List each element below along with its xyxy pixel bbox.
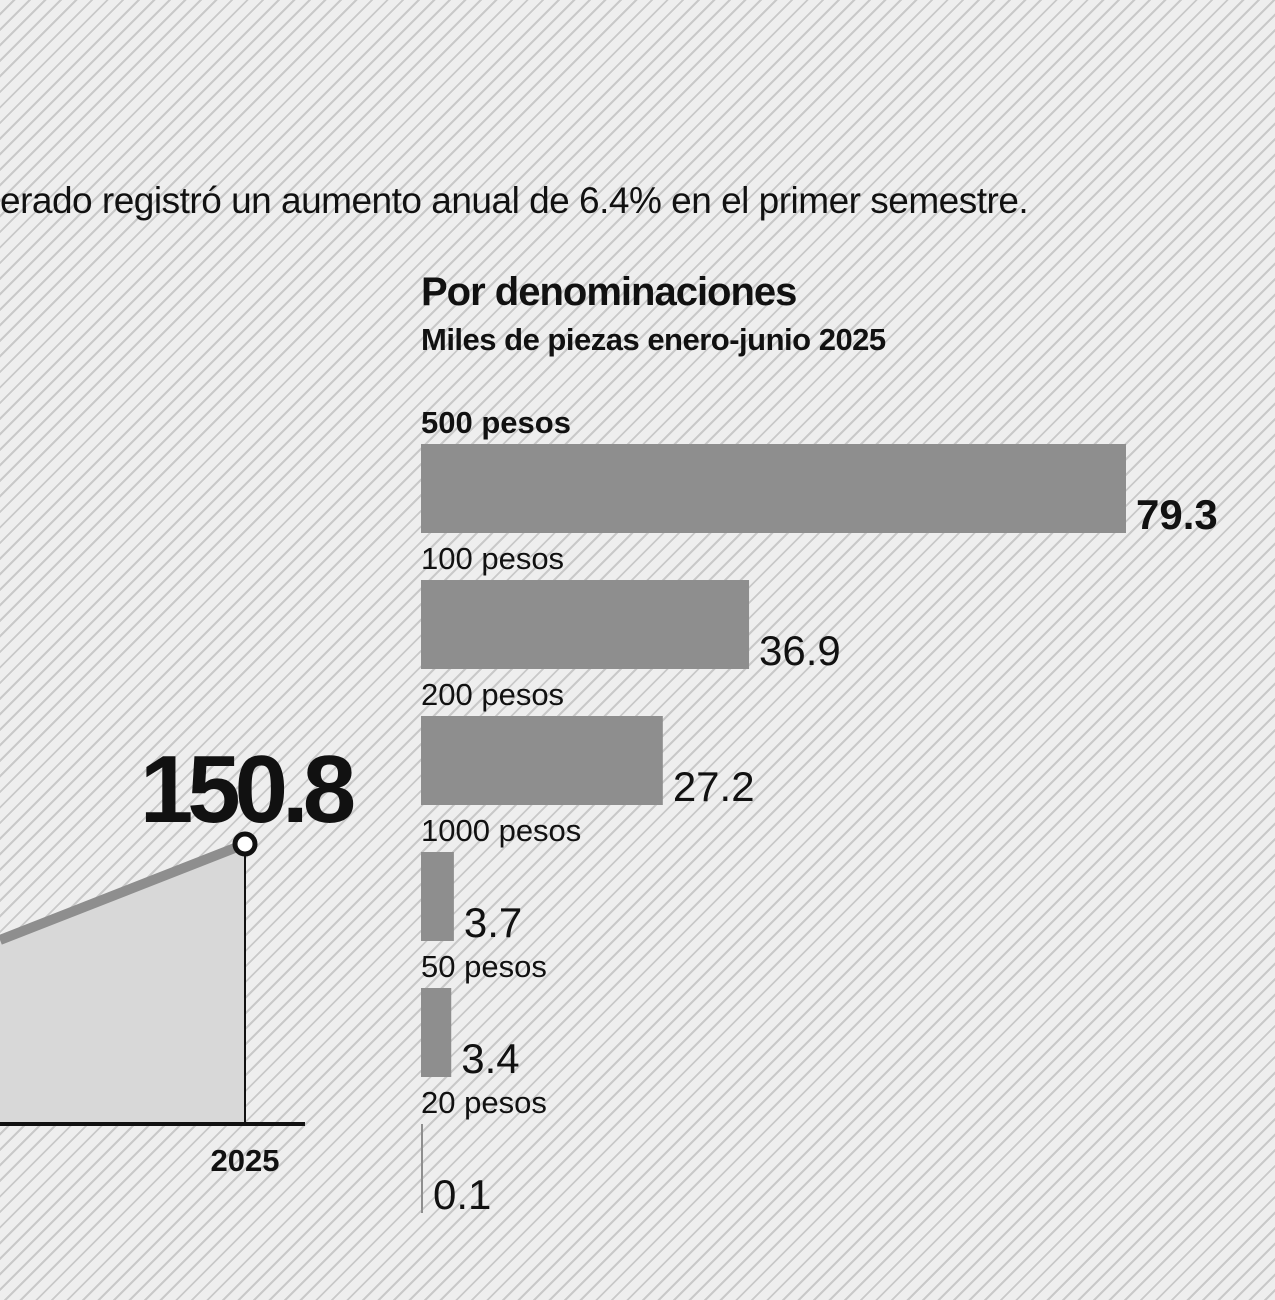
- bar-category-label: 1000 pesos: [421, 813, 581, 848]
- bar: [421, 716, 663, 805]
- bar: [421, 852, 454, 941]
- area-value-label: 150.8: [140, 736, 354, 843]
- chart-subtitle: Miles de piezas enero-junio 2025: [421, 322, 886, 357]
- bar: [421, 988, 452, 1077]
- intro-text: erado registró un aumento anual de 6.4% …: [0, 180, 1029, 221]
- bar-category-label: 50 pesos: [421, 949, 547, 984]
- bar: [421, 580, 750, 669]
- area-series-line: [0, 839, 247, 945]
- bar-value-label: 27.2: [673, 763, 755, 810]
- bar-category-label: 20 pesos: [421, 1085, 547, 1120]
- bar-category-label: 200 pesos: [421, 677, 564, 712]
- area-fill: [0, 844, 245, 1124]
- bar-value-label: 3.7: [464, 899, 522, 946]
- bar-value-label: 79.3: [1136, 491, 1218, 538]
- bar-value-label: 3.4: [461, 1035, 519, 1082]
- area-data-point: [232, 831, 258, 857]
- x-tick-label: 2025: [211, 1143, 280, 1178]
- bar-value-label: 36.9: [759, 627, 841, 674]
- bar-category-label: 500 pesos: [421, 405, 571, 440]
- bar: [421, 1124, 423, 1213]
- chart-title: Por denominaciones: [421, 270, 797, 314]
- bar-category-label: 100 pesos: [421, 541, 564, 576]
- bar-chart: 500 pesos 79.3 100 pesos 36.9 200 pesos 27.2 1…: [421, 405, 1218, 1218]
- bar-value-label: 0.1: [433, 1171, 491, 1218]
- area-chart: 150.8 2025: [0, 736, 360, 1178]
- bar: [421, 444, 1126, 533]
